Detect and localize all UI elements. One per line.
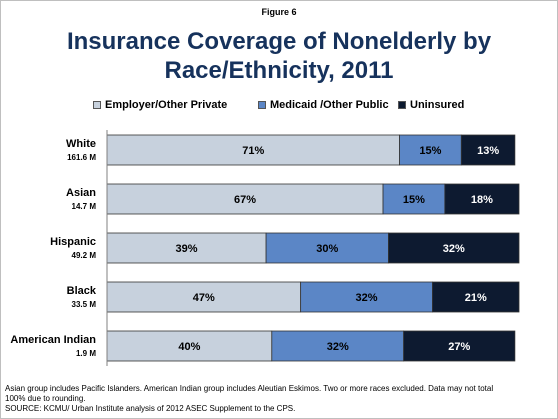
bar-asian-employer: [106, 183, 384, 215]
bar-american-indian-uninsured: [403, 330, 516, 362]
legend-label-uninsured: Uninsured: [410, 99, 465, 111]
chart-title: Insurance Coverage of Nonelderly by Race…: [0, 27, 558, 85]
data-label-american-indian-medicaid: 32%: [327, 341, 349, 353]
data-label-hispanic-medicaid: 30%: [316, 243, 338, 255]
category-sublabel-american-indian: 1.9 M: [76, 349, 96, 358]
bar-hispanic-uninsured: [388, 232, 520, 264]
category-label-american-indian: American Indian: [10, 334, 96, 346]
data-label-asian-employer: 67%: [234, 194, 256, 206]
bar-american-indian-employer: [106, 330, 273, 362]
category-label-hispanic: Hispanic: [50, 236, 96, 248]
legend: Employer/Other Private Medicaid /Other P…: [0, 99, 558, 113]
category-sublabel-asian: 14.7 M: [72, 202, 97, 211]
data-label-asian-uninsured: 18%: [471, 194, 493, 206]
legend-item-medicaid: Medicaid /Other Public: [258, 99, 389, 111]
footnote-line-1: Asian group includes Pacific Islanders. …: [5, 384, 494, 393]
legend-swatch-medicaid: [258, 101, 266, 109]
chart-title-line-2: Race/Ethnicity, 2011: [164, 57, 394, 84]
footnote-line-2: 100% due to rounding.: [5, 394, 86, 403]
category-sublabel-hispanic: 49.2 M: [72, 251, 97, 260]
bar-american-indian-medicaid: [271, 330, 405, 362]
category-label-asian: Asian: [66, 187, 96, 199]
data-label-hispanic-uninsured: 32%: [443, 243, 465, 255]
category-sublabel-white: 161.6 M: [67, 153, 96, 162]
footnote-line-3: SOURCE: KCMU/ Urban Institute analysis o…: [5, 404, 296, 413]
data-label-black-employer: 47%: [193, 292, 215, 304]
data-label-white-uninsured: 13%: [477, 145, 499, 157]
legend-label-employer: Employer/Other Private: [105, 99, 228, 111]
data-label-black-medicaid: 32%: [356, 292, 378, 304]
footnote: Asian group includes Pacific Islanders. …: [5, 384, 553, 414]
bar-white-employer: [106, 134, 400, 166]
data-label-white-employer: 71%: [242, 145, 264, 157]
figure-label: Figure 6: [261, 7, 297, 17]
bar-black-uninsured: [432, 281, 520, 313]
category-sublabel-black: 33.5 M: [72, 300, 97, 309]
bar-black-medicaid: [300, 281, 433, 313]
data-label-hispanic-employer: 39%: [176, 243, 198, 255]
data-label-american-indian-uninsured: 27%: [448, 341, 470, 353]
legend-swatch-uninsured: [398, 101, 406, 109]
legend-item-employer: Employer/Other Private: [93, 99, 227, 111]
legend-label-medicaid: Medicaid /Other Public: [270, 99, 389, 111]
legend-swatch-employer: [93, 101, 101, 109]
chart-title-line-1: Insurance Coverage of Nonelderly by: [66, 28, 492, 55]
bar-white-medicaid: [399, 134, 462, 166]
category-label-white: White: [66, 138, 96, 150]
legend-item-uninsured: Uninsured: [398, 99, 464, 111]
bar-hispanic-medicaid: [265, 232, 389, 264]
data-label-american-indian-employer: 40%: [178, 341, 200, 353]
data-label-white-medicaid: 15%: [419, 145, 441, 157]
bar-white-uninsured: [460, 134, 516, 166]
bar-asian-medicaid: [382, 183, 446, 215]
category-label-black: Black: [67, 285, 97, 297]
data-label-asian-medicaid: 15%: [403, 194, 425, 206]
bar-asian-uninsured: [444, 183, 520, 215]
data-label-black-uninsured: 21%: [465, 292, 487, 304]
